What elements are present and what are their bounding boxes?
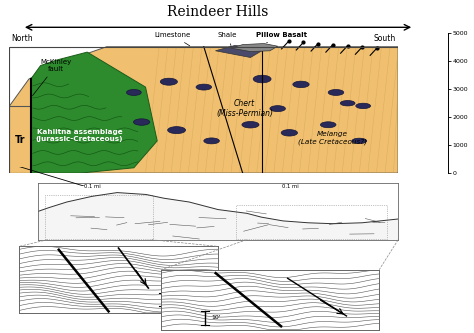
Text: North: North [11,34,33,43]
Text: 1': 1' [168,297,174,302]
Ellipse shape [168,127,185,134]
Ellipse shape [127,90,141,96]
Bar [45,195,153,239]
Polygon shape [31,52,157,173]
Ellipse shape [352,138,367,144]
Ellipse shape [160,78,177,85]
Ellipse shape [281,130,298,136]
Text: 0.1 mi: 0.1 mi [282,184,299,189]
Text: Shale: Shale [218,32,237,46]
Ellipse shape [328,90,344,96]
Ellipse shape [242,122,259,128]
Text: Melange
(Late Cretaceous?): Melange (Late Cretaceous?) [298,132,366,145]
Bar [9,106,31,173]
Ellipse shape [270,106,285,112]
Text: Tr: Tr [15,135,26,145]
Text: Pillow Basalt: Pillow Basalt [256,32,307,43]
Ellipse shape [204,138,219,144]
Ellipse shape [320,122,336,128]
Text: South: South [374,34,396,43]
Ellipse shape [196,84,211,90]
Polygon shape [216,45,264,58]
Text: 10': 10' [211,315,221,320]
Ellipse shape [340,101,355,106]
Text: McKinley
fault: McKinley fault [33,59,72,96]
Polygon shape [231,44,278,52]
Text: Chert
(Miss-Permian): Chert (Miss-Permian) [216,99,273,118]
Text: Kahiltna assemblage
(Jurassic-Cretaceous): Kahiltna assemblage (Jurassic-Cretaceous… [36,129,123,142]
Text: Limestone: Limestone [155,32,191,46]
Ellipse shape [253,75,271,83]
Ellipse shape [134,119,150,125]
Polygon shape [9,47,398,173]
Bar [236,205,387,239]
Ellipse shape [293,81,309,88]
Text: Reindeer Hills: Reindeer Hills [167,5,269,19]
Text: 0.1 mi: 0.1 mi [83,184,100,189]
Ellipse shape [356,103,371,109]
